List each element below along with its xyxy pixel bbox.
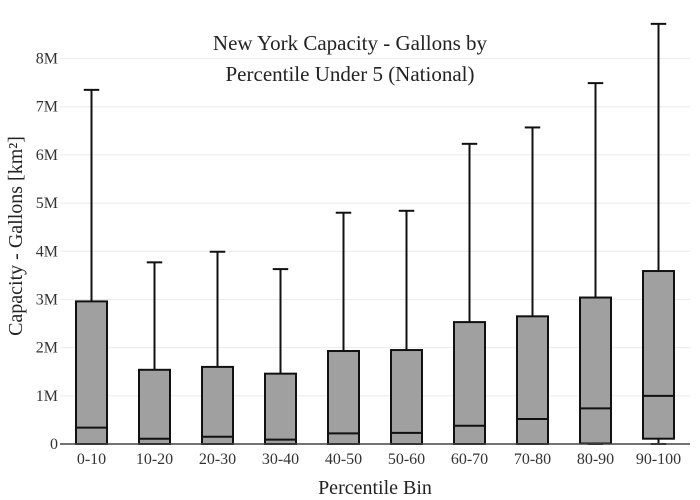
y-tick-label: 6M [36,147,58,164]
iqr-box [201,365,234,445]
chart-title-line-2: Percentile Under 5 (National) [226,62,475,86]
x-tick-label: 20-30 [199,451,236,468]
y-tick-label: 7M [36,99,58,116]
box-80-90 [579,82,612,445]
box-70-80 [516,126,549,445]
box-0-10 [75,88,108,445]
x-axis-title: Percentile Bin [318,477,432,499]
x-tick-label: 50-60 [388,451,425,468]
gridlines [60,58,690,397]
chart-title-line-1: New York Capacity - Gallons by [213,31,488,55]
box-90-100 [642,22,675,445]
x-tick-label: 90-100 [636,451,681,468]
x-tick-label: 80-90 [577,451,614,468]
x-tick-label: 0-10 [77,451,106,468]
y-tick-label: 8M [36,51,58,68]
x-tick-label: 30-40 [262,451,299,468]
y-tick-label: 5M [36,195,58,212]
x-tick-label: 60-70 [451,451,488,468]
box-30-40 [264,268,297,445]
box-50-60 [390,209,423,445]
y-axis-title: Capacity - Gallons [km²] [5,136,27,336]
iqr-box [390,349,423,445]
iqr-box [642,270,675,440]
iqr-box [138,368,171,445]
y-tick-label: 2M [36,340,58,357]
iqr-box [264,372,297,445]
y-tick-label: 1M [36,388,58,405]
iqr-box [327,350,360,445]
box-60-70 [453,142,486,446]
x-tick-label: 40-50 [325,451,362,468]
box-series [75,22,675,446]
x-tick-label: 70-80 [514,451,551,468]
x-axis-ticks: 0-10 10-20 20-30 30-40 40-50 50-60 60-70 70-80 8… [77,451,681,468]
iqr-box [75,300,108,445]
y-tick-label: 4M [36,243,58,260]
y-tick-label: 0 [50,436,58,453]
x-tick-label: 10-20 [136,451,173,468]
y-tick-label: 3M [36,291,58,308]
box-40-50 [327,211,360,445]
y-axis-ticks: 0 1M 2M 3M 4M 5M 6M 7M 8M [36,51,58,453]
iqr-box [579,296,612,445]
iqr-box [516,315,549,445]
box-10-20 [138,261,171,445]
